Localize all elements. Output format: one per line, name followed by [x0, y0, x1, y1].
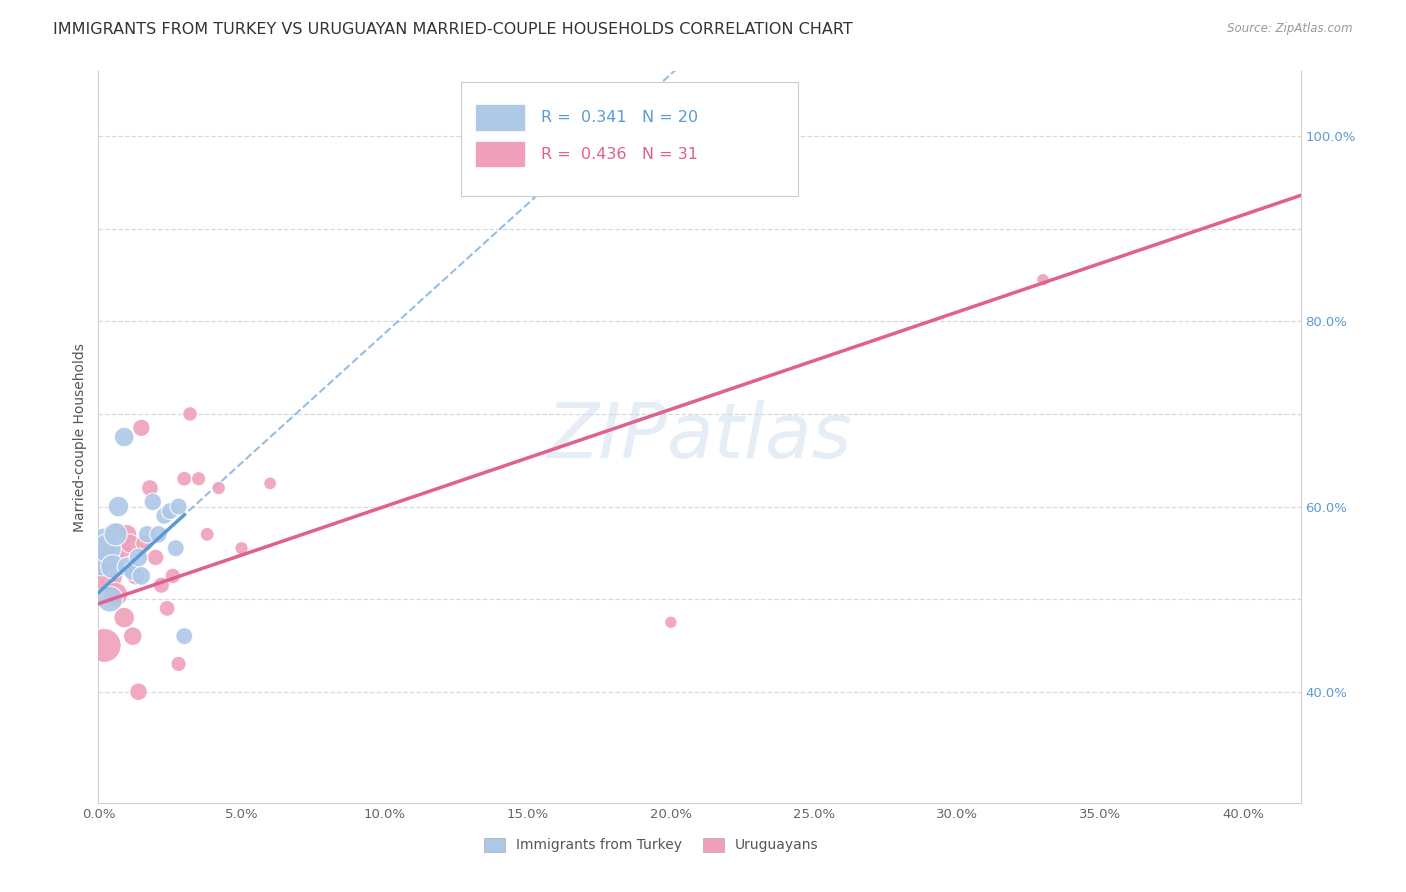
- Point: [259, 476, 281, 491]
- Point: [139, 481, 162, 495]
- FancyBboxPatch shape: [461, 82, 799, 195]
- Text: R =  0.341   N = 20: R = 0.341 N = 20: [541, 110, 697, 125]
- Point: [93, 639, 115, 653]
- Point: [167, 657, 190, 671]
- FancyBboxPatch shape: [475, 104, 526, 130]
- Point: [659, 615, 682, 630]
- Point: [98, 592, 121, 607]
- Point: [173, 629, 195, 643]
- Point: [93, 536, 115, 550]
- Point: [101, 536, 124, 550]
- Text: Source: ZipAtlas.com: Source: ZipAtlas.com: [1227, 22, 1353, 36]
- Point: [148, 527, 170, 541]
- Point: [179, 407, 201, 421]
- Point: [134, 536, 156, 550]
- Point: [107, 500, 129, 514]
- Point: [145, 550, 167, 565]
- Text: R =  0.436   N = 31: R = 0.436 N = 31: [541, 146, 697, 161]
- Text: ZIPatlas: ZIPatlas: [547, 401, 852, 474]
- Point: [162, 569, 184, 583]
- Point: [104, 527, 127, 541]
- Point: [156, 601, 179, 615]
- Point: [112, 430, 135, 444]
- Point: [121, 629, 143, 643]
- Point: [101, 559, 124, 574]
- Point: [150, 578, 173, 592]
- Point: [121, 565, 143, 579]
- FancyBboxPatch shape: [475, 141, 526, 167]
- Point: [90, 550, 112, 565]
- Legend: Immigrants from Turkey, Uruguayans: Immigrants from Turkey, Uruguayans: [478, 832, 824, 858]
- Point: [142, 495, 165, 509]
- Point: [96, 541, 118, 556]
- Point: [167, 500, 190, 514]
- Point: [173, 472, 195, 486]
- Point: [90, 550, 112, 565]
- Point: [128, 684, 150, 698]
- Point: [187, 472, 209, 486]
- Point: [131, 569, 153, 583]
- Point: [231, 541, 253, 556]
- Point: [118, 536, 141, 550]
- Point: [115, 527, 138, 541]
- Point: [136, 527, 159, 541]
- Point: [1032, 273, 1054, 287]
- Text: IMMIGRANTS FROM TURKEY VS URUGUAYAN MARRIED-COUPLE HOUSEHOLDS CORRELATION CHART: IMMIGRANTS FROM TURKEY VS URUGUAYAN MARR…: [53, 22, 853, 37]
- Y-axis label: Married-couple Households: Married-couple Households: [73, 343, 87, 532]
- Point: [107, 527, 129, 541]
- Point: [124, 569, 146, 583]
- Point: [153, 508, 176, 523]
- Point: [112, 610, 135, 624]
- Point: [96, 569, 118, 583]
- Point: [165, 541, 187, 556]
- Point: [128, 550, 150, 565]
- Point: [104, 587, 127, 601]
- Point: [110, 541, 132, 556]
- Point: [131, 421, 153, 435]
- Point: [208, 481, 231, 495]
- Point: [159, 504, 181, 518]
- Point: [115, 559, 138, 574]
- Point: [98, 550, 121, 565]
- Point: [195, 527, 218, 541]
